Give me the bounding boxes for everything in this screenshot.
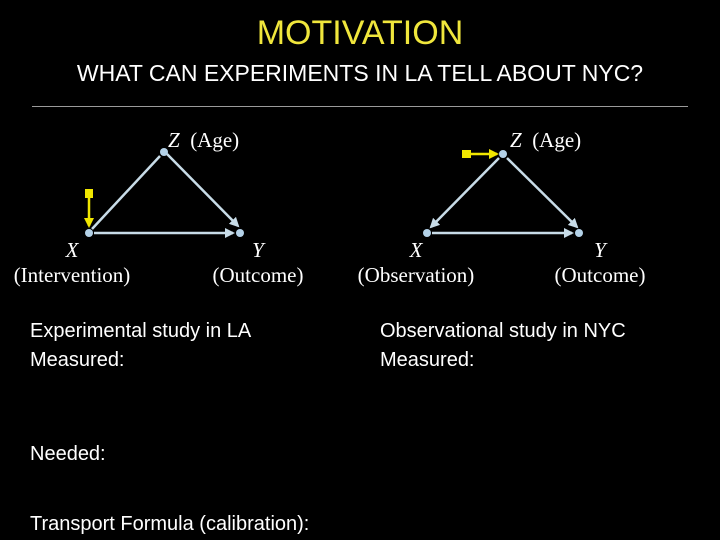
left-edge-z-x (91, 155, 161, 230)
left-node-x (85, 229, 93, 237)
left-x-var: X (65, 238, 79, 262)
left-y-desc: (Outcome) (212, 263, 304, 287)
right-x-var: X (409, 238, 423, 262)
right-z-var: Z (510, 128, 522, 152)
right-y-desc: (Outcome) (554, 263, 646, 287)
transport-formula-label: Transport Formula (calibration): (30, 513, 310, 535)
left-x-desc: (Intervention) (13, 263, 131, 287)
left-z-var: Z (168, 128, 180, 152)
slide-subtitle: WHAT CAN EXPERIMENTS IN LA TELL ABOUT NY… (76, 60, 644, 86)
left-study-block: Experimental study in LA Measured: (30, 317, 251, 375)
right-z-label: Z (Age) (510, 128, 581, 153)
right-x-desc: (Observation) (357, 263, 475, 287)
right-edge-z-y (506, 157, 579, 229)
left-intervention-marker (85, 189, 93, 198)
left-z-desc: (Age) (190, 128, 240, 152)
left-node-z (160, 148, 168, 156)
slide-title: MOTIVATION (256, 14, 464, 52)
right-study-title: Observational study in NYC (380, 320, 626, 342)
right-study-block: Observational study in NYC Measured: (380, 317, 626, 375)
right-z-desc: (Age) (532, 128, 582, 152)
right-y-var: Y (594, 238, 606, 262)
right-selection-marker (462, 150, 471, 158)
left-node-y (236, 229, 244, 237)
left-y-label: Y (Outcome) (196, 238, 320, 288)
right-x-label: X (Observation) (342, 238, 490, 288)
left-edge-z-y (166, 153, 240, 228)
left-x-label: X (Intervention) (0, 238, 144, 288)
needed-label: Needed: (30, 443, 106, 465)
right-node-x (423, 229, 431, 237)
right-y-label: Y (Outcome) (540, 238, 660, 288)
right-edge-z-x (429, 157, 500, 229)
right-study-measured: Measured: (380, 349, 475, 371)
left-y-var: Y (252, 238, 264, 262)
right-node-y (575, 229, 583, 237)
left-z-label: Z (Age) (168, 128, 239, 153)
right-node-z (499, 150, 507, 158)
title-divider (32, 106, 688, 107)
left-study-measured: Measured: (30, 349, 125, 371)
left-study-title: Experimental study in LA (30, 320, 252, 342)
